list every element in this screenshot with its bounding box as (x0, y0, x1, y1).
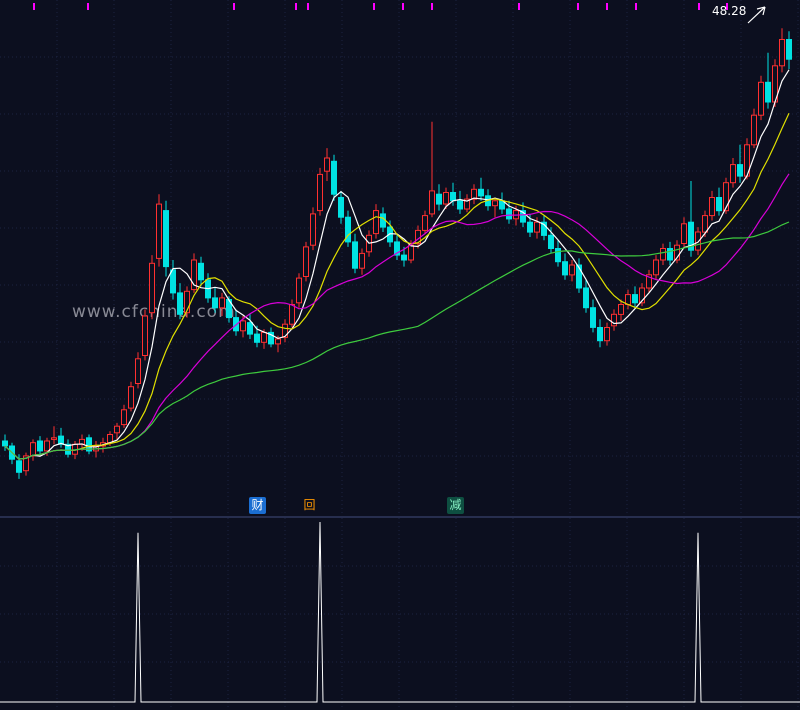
signal-marker-hui: 回 (303, 498, 316, 512)
latest-price-label: 48.28 (712, 4, 747, 18)
signal-marker-jian: 减 (447, 497, 464, 514)
indicator-panel[interactable] (0, 518, 800, 710)
signal-marker-cai: 财 (249, 497, 266, 514)
panel-divider (0, 516, 800, 518)
main-chart[interactable] (0, 0, 800, 517)
